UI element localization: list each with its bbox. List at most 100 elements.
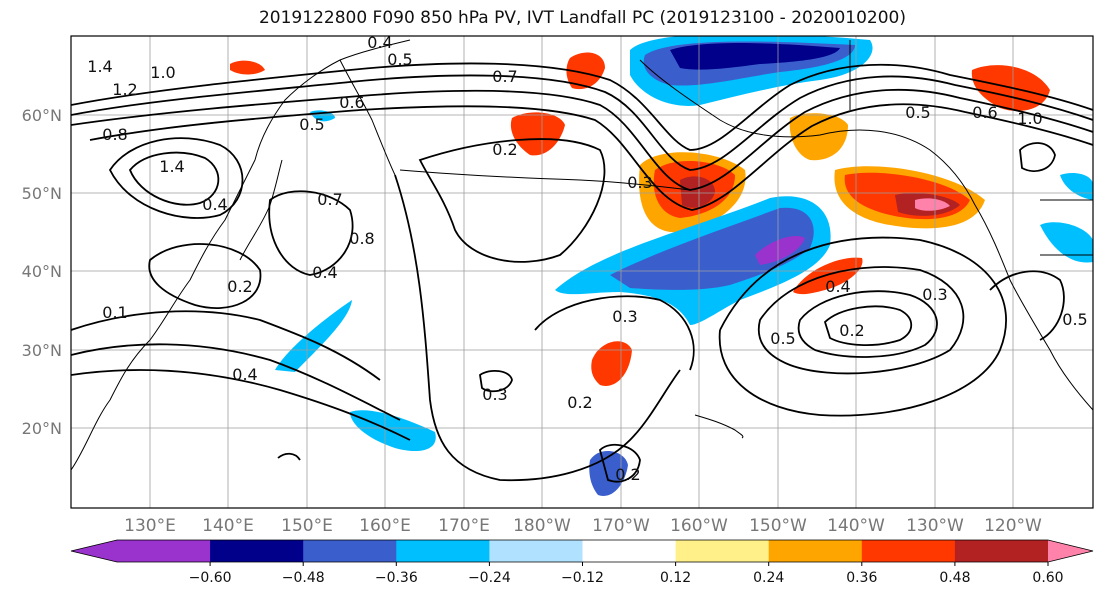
contour-label: 0.5: [387, 50, 412, 69]
contour-nwp-4: [148, 243, 262, 309]
lon-label: 150°E: [281, 516, 333, 536]
lon-label: 160°E: [359, 516, 411, 536]
shade-positive-5: [793, 257, 863, 295]
contour-label: 1.0: [1017, 109, 1042, 128]
colorbar-segment: [489, 540, 583, 562]
contour-nep-5: [989, 270, 1065, 341]
colorbar-segment: [675, 540, 770, 562]
lon-label: 130°W: [906, 516, 964, 536]
plot-frame: [70, 35, 1094, 509]
lon-label: 140°E: [202, 516, 254, 536]
contour-nwp-5: [71, 310, 381, 381]
contour-nep-3: [823, 305, 913, 346]
longitude-labels: 130°E 140°E 150°E 160°E 170°E 180°W 170°…: [124, 516, 1042, 536]
lat-label: 50°N: [22, 184, 62, 203]
lat-label: 30°N: [22, 341, 62, 360]
colorbar-segment: [303, 540, 397, 562]
lon-label: 170°E: [438, 516, 490, 536]
contour-label-layer: 0.40.50.71.41.21.00.81.40.60.50.20.70.80…: [87, 33, 1087, 484]
latitude-labels: 60°N 50°N 40°N 30°N 20°N: [22, 106, 62, 438]
contour-nwp-3: [268, 190, 354, 276]
contour-sub-2: [598, 443, 641, 483]
colorbar-extend-high: [1048, 540, 1093, 562]
shaded-anomalies: [230, 36, 1093, 496]
colorbar-tick-label: 0.48: [939, 570, 970, 586]
shade-positive-7: [230, 60, 265, 75]
contour-label: 0.5: [905, 103, 930, 122]
colorbar-segment: [582, 540, 677, 562]
hawaii: [694, 414, 744, 439]
lon-label: 170°W: [592, 516, 650, 536]
shade-goa-positive-inner: [680, 176, 715, 208]
contour-cp-2: [418, 138, 606, 263]
contour-jet-1: [71, 62, 1093, 151]
contour-label: 0.4: [312, 263, 337, 282]
colorbar-tick-label: −0.24: [468, 570, 511, 586]
contour-label: 0.3: [612, 307, 637, 326]
contour-nwp-2: [128, 151, 220, 206]
contour-label: 0.3: [627, 173, 652, 192]
shade-negative-1: [275, 300, 352, 372]
coast-aleutians: [399, 169, 691, 191]
shade-central-negative-inner: [755, 235, 805, 265]
contour-sub-3: [277, 452, 301, 461]
lat-label: 40°N: [22, 262, 62, 281]
colorbar-tick-labels: −0.60 −0.48 −0.36 −0.24 −0.12 0.12 0.24 0.36 0.4…: [189, 562, 1064, 586]
contour-nwp-6: [71, 343, 401, 421]
lon-label: 150°W: [749, 516, 807, 536]
colorbar-segment: [210, 540, 304, 562]
colorbar: [70, 539, 1094, 563]
coastlines: [71, 39, 1093, 471]
contour-nep-2: [797, 290, 938, 358]
shade-negative-5: [1040, 222, 1093, 263]
colorbar-tick-label: 0.12: [660, 570, 691, 586]
contour-nep-6: [1019, 142, 1056, 172]
contour-cp-1: [394, 174, 681, 482]
shade-positive-3: [566, 52, 605, 90]
contour-jet-4: [89, 103, 1093, 211]
lon-label: 140°W: [827, 516, 885, 536]
contour-label: 1.0: [150, 63, 175, 82]
shade-negative-2: [350, 410, 436, 452]
contour-label: 0.2: [615, 465, 640, 484]
colorbar-segment: [396, 540, 490, 562]
contour-label: 0.3: [482, 385, 507, 404]
shade-positive-2: [510, 112, 565, 156]
contour-sub-1: [479, 369, 513, 393]
contour-label: 0.7: [317, 190, 342, 209]
colorbar-tick-label: −0.60: [189, 570, 232, 586]
lat-label: 20°N: [22, 419, 62, 438]
contour-label: 0.8: [349, 229, 374, 248]
contour-label: 0.5: [1062, 310, 1087, 329]
colorbar-segment: [954, 540, 1049, 562]
contour-nwp-1: [108, 137, 244, 219]
shade-positive-6: [591, 341, 632, 386]
contour-label: 0.2: [567, 393, 592, 412]
lon-label: 160°W: [670, 516, 728, 536]
colorbar-tick-label: 0.24: [753, 570, 784, 586]
contour-label: 0.1: [102, 303, 127, 322]
contour-cp-3: [534, 295, 695, 371]
coast-canada-borders: [849, 40, 1093, 256]
contour-label: 0.3: [922, 285, 947, 304]
coast-kamchatka: [339, 59, 396, 176]
colorbar-tick-label: −0.36: [375, 570, 418, 586]
lon-label: 120°W: [984, 516, 1042, 536]
map-title: 2019122800 F090 850 hPa PV, IVT Landfall…: [258, 8, 906, 28]
contour-label: 0.4: [232, 365, 257, 384]
contour-label: 0.4: [202, 195, 227, 214]
contour-label: 0.2: [492, 140, 517, 159]
contour-label: 1.2: [112, 80, 137, 99]
coast-alaska: [639, 59, 976, 206]
lon-label: 180°W: [513, 516, 571, 536]
contour-jet-2: [71, 74, 1093, 171]
shade-central-negative-core: [610, 207, 814, 290]
colorbar-segment: [861, 540, 956, 562]
shade-nep-positive-peak: [915, 198, 950, 211]
colorbar-segment: [768, 540, 863, 562]
colorbar-tick-label: −0.48: [282, 570, 325, 586]
coast-namerica: [974, 204, 1093, 411]
colorbar-outline: [70, 539, 1094, 563]
lat-label: 60°N: [22, 106, 62, 125]
